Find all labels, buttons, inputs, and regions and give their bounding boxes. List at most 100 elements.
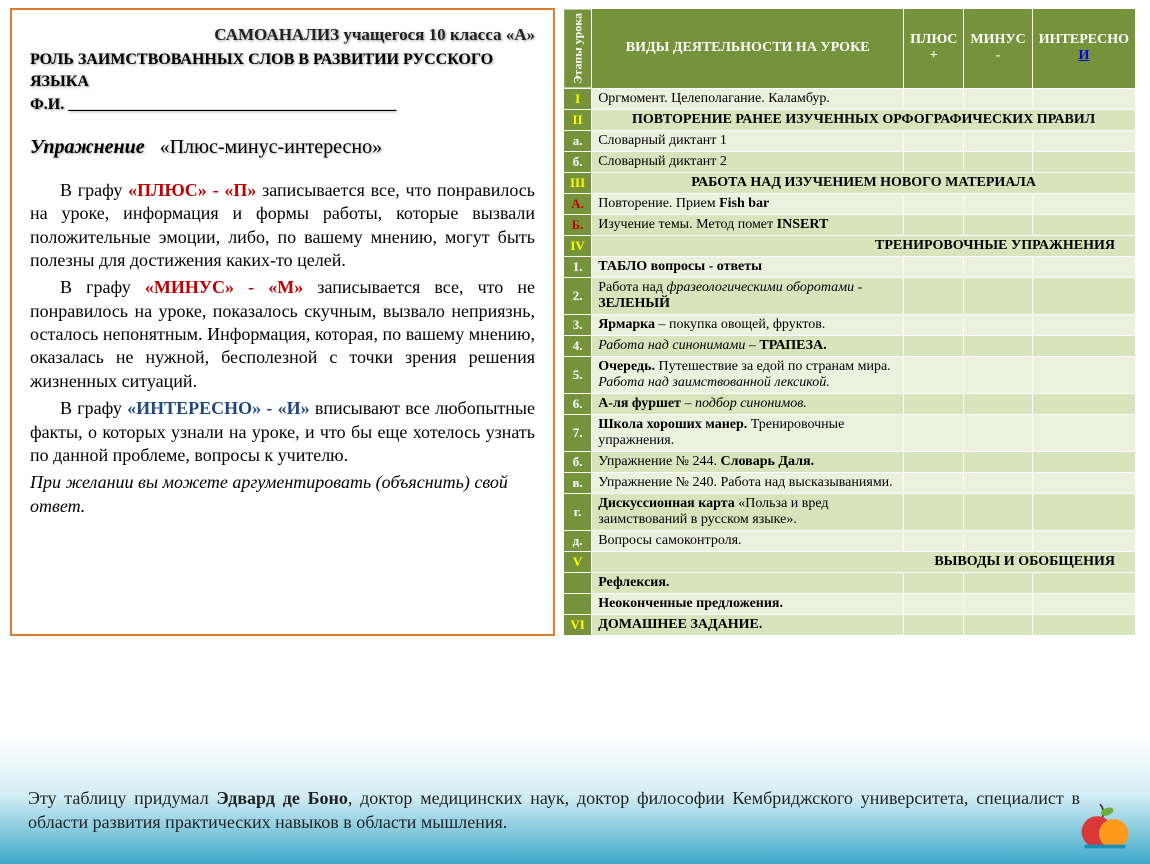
minus-cell[interactable] — [964, 356, 1032, 393]
interesting-cell[interactable] — [1032, 151, 1135, 172]
plus-cell[interactable] — [904, 214, 964, 235]
hdr-minus: МИНУС- — [964, 9, 1032, 89]
title-line-3: Ф.И. ___________________________________… — [30, 94, 535, 116]
row-num: д. — [564, 530, 592, 551]
interesting-cell[interactable] — [1032, 356, 1135, 393]
paragraph-plus: В графу «ПЛЮС» - «П» записывается все, ч… — [30, 179, 535, 273]
title-line-1: САМОАНАЛИЗ учащегося 10 класса «А» — [30, 24, 535, 47]
minus-cell[interactable] — [964, 472, 1032, 493]
activity-cell: Работа над синонимами – ТРАПЕЗА. — [592, 335, 904, 356]
plus-cell[interactable] — [904, 193, 964, 214]
row-num: 3. — [564, 314, 592, 335]
plus-cell[interactable] — [904, 88, 964, 109]
paragraph-interesting: В графу «ИНТЕРЕСНО» - «И» вписывают все … — [30, 397, 535, 467]
plus-cell[interactable] — [904, 472, 964, 493]
interesting-cell[interactable] — [1032, 277, 1135, 314]
minus-cell[interactable] — [964, 314, 1032, 335]
fruit-icon — [1077, 797, 1132, 852]
plus-cell[interactable] — [904, 393, 964, 414]
interesting-cell[interactable] — [1032, 335, 1135, 356]
footer-text: Эту таблицу придумал Эдвард де Боно, док… — [28, 787, 1080, 834]
plus-cell[interactable] — [904, 256, 964, 277]
minus-cell[interactable] — [964, 214, 1032, 235]
activity-cell: Упражнение № 244. Словарь Даля. — [592, 451, 904, 472]
minus-cell[interactable] — [964, 593, 1032, 614]
row-num: А. — [564, 193, 592, 214]
plus-cell[interactable] — [904, 314, 964, 335]
activity-cell: Вопросы самоконтроля. — [592, 530, 904, 551]
minus-cell[interactable] — [964, 614, 1032, 635]
plus-cell[interactable] — [904, 356, 964, 393]
paragraph-minus: В графу «МИНУС» - «М» записывается все, … — [30, 276, 535, 393]
interesting-cell[interactable] — [1032, 193, 1135, 214]
interesting-cell[interactable] — [1032, 393, 1135, 414]
minus-cell[interactable] — [964, 256, 1032, 277]
activity-cell: А-ля фуршет – подбор синонимов. — [592, 393, 904, 414]
interesting-cell[interactable] — [1032, 493, 1135, 530]
plus-cell[interactable] — [904, 451, 964, 472]
row-num: в. — [564, 472, 592, 493]
minus-cell[interactable] — [964, 393, 1032, 414]
activity-cell: Очередь. Путешествие за едой по странам … — [592, 356, 904, 393]
row-num: 2. — [564, 277, 592, 314]
interesting-cell[interactable] — [1032, 451, 1135, 472]
activity-cell: ТАБЛО вопросы - ответы — [592, 256, 904, 277]
row-num: V — [564, 551, 592, 572]
row-num: VI — [564, 614, 592, 635]
plus-cell[interactable] — [904, 572, 964, 593]
title-line-2: РОЛЬ ЗАИМСТВОВАННЫХ СЛОВ В РАЗВИТИИ РУСС… — [30, 49, 535, 92]
minus-cell[interactable] — [964, 530, 1032, 551]
interesting-cell[interactable] — [1032, 593, 1135, 614]
minus-cell[interactable] — [964, 193, 1032, 214]
interesting-cell[interactable] — [1032, 614, 1135, 635]
row-num: Б. — [564, 214, 592, 235]
plus-cell[interactable] — [904, 151, 964, 172]
plus-cell[interactable] — [904, 277, 964, 314]
minus-cell[interactable] — [964, 88, 1032, 109]
row-num: б. — [564, 151, 592, 172]
activity-cell: Неоконченные предложения. — [592, 593, 904, 614]
minus-cell[interactable] — [964, 493, 1032, 530]
minus-cell[interactable] — [964, 335, 1032, 356]
interesting-cell[interactable] — [1032, 414, 1135, 451]
minus-cell[interactable] — [964, 451, 1032, 472]
row-num — [564, 593, 592, 614]
hdr-interesting: ИНТЕРЕСНОИ — [1032, 9, 1135, 89]
interesting-cell[interactable] — [1032, 88, 1135, 109]
interesting-cell[interactable] — [1032, 256, 1135, 277]
interesting-cell[interactable] — [1032, 314, 1135, 335]
row-num: 4. — [564, 335, 592, 356]
interesting-cell[interactable] — [1032, 214, 1135, 235]
row-num — [564, 572, 592, 593]
minus-cell[interactable] — [964, 572, 1032, 593]
interesting-cell[interactable] — [1032, 572, 1135, 593]
hdr-plus: ПЛЮС+ — [904, 9, 964, 89]
interesting-cell[interactable] — [1032, 472, 1135, 493]
plus-cell[interactable] — [904, 493, 964, 530]
plus-cell[interactable] — [904, 335, 964, 356]
plus-cell[interactable] — [904, 593, 964, 614]
activity-cell: Упражнение № 240. Работа над высказывани… — [592, 472, 904, 493]
minus-cell[interactable] — [964, 130, 1032, 151]
activity-cell: ДОМАШНЕЕ ЗАДАНИЕ. — [592, 614, 904, 635]
activity-table: Этапы урока ВИДЫ ДЕЯТЕЛЬНОСТИ НА УРОКЕ П… — [563, 8, 1136, 636]
row-num: 5. — [564, 356, 592, 393]
hdr-activity: ВИДЫ ДЕЯТЕЛЬНОСТИ НА УРОКЕ — [592, 9, 904, 89]
minus-cell[interactable] — [964, 414, 1032, 451]
interesting-cell[interactable] — [1032, 530, 1135, 551]
plus-cell[interactable] — [904, 414, 964, 451]
plus-cell[interactable] — [904, 614, 964, 635]
activity-cell: Словарный диктант 1 — [592, 130, 904, 151]
activity-cell: Изучение темы. Метод помет INSERT — [592, 214, 904, 235]
activity-cell: Рефлексия. — [592, 572, 904, 593]
row-num: б. — [564, 451, 592, 472]
activity-cell: Повторение. Прием Fish bar — [592, 193, 904, 214]
minus-cell[interactable] — [964, 277, 1032, 314]
interesting-cell[interactable] — [1032, 130, 1135, 151]
plus-cell[interactable] — [904, 530, 964, 551]
row-num: 1. — [564, 256, 592, 277]
activity-cell: Ярмарка – покупка овощей, фруктов. — [592, 314, 904, 335]
plus-cell[interactable] — [904, 130, 964, 151]
activity-cell: Словарный диктант 2 — [592, 151, 904, 172]
minus-cell[interactable] — [964, 151, 1032, 172]
